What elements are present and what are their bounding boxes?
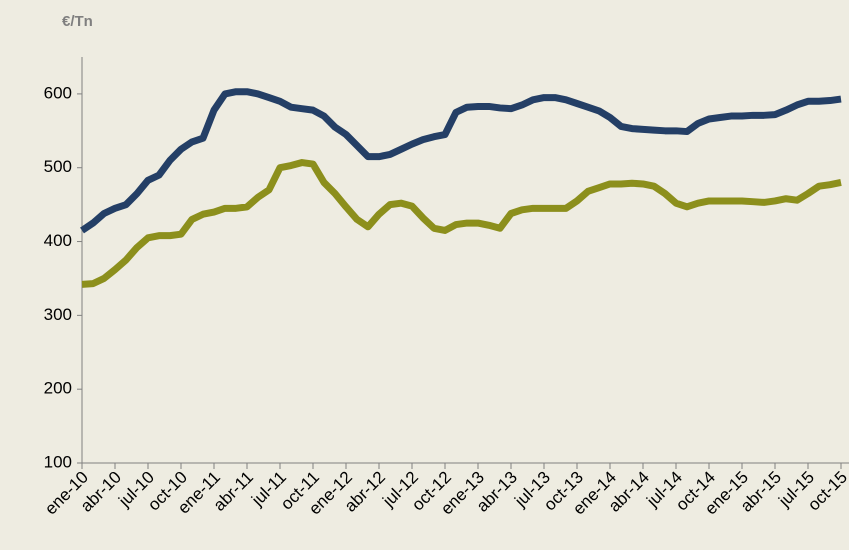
y-tick-label: 600 [44,83,72,102]
y-tick-label: 400 [44,231,72,250]
y-tick-label: 200 [44,379,72,398]
y-tick-label: 500 [44,157,72,176]
line-series [81,159,842,288]
line-series [80,88,842,234]
y-tick-label: 100 [44,452,72,471]
y-tick-label: 300 [44,305,72,324]
y-axis-label: €/Tn [62,13,93,30]
